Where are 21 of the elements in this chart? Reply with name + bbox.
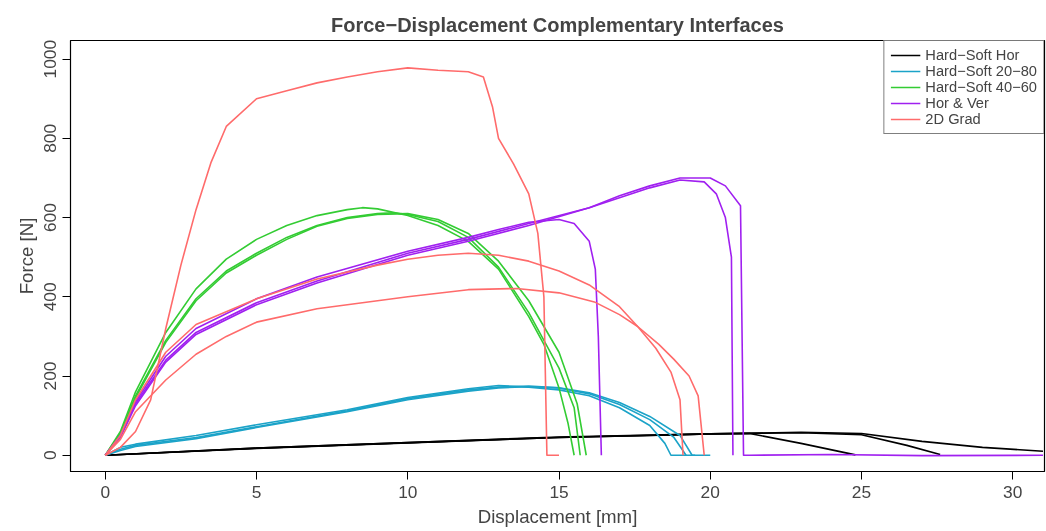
legend-label: 2D Grad bbox=[925, 111, 981, 127]
y-tick-label: 200 bbox=[40, 361, 61, 391]
y-axis-title: Force [N] bbox=[15, 217, 37, 295]
y-tick-label: 600 bbox=[40, 203, 61, 233]
x-tick-label: 0 bbox=[100, 481, 111, 502]
x-tick-label: 25 bbox=[851, 481, 872, 502]
y-tick-label: 1000 bbox=[40, 39, 61, 79]
legend-label: Hard−Soft Hor bbox=[925, 47, 1020, 63]
y-tick-label: 0 bbox=[40, 450, 61, 461]
legend-label: Hard−Soft 20−80 bbox=[925, 63, 1037, 79]
x-tick-label: 20 bbox=[700, 481, 720, 502]
x-tick-label: 10 bbox=[398, 481, 418, 502]
legend-label: Hor & Ver bbox=[925, 95, 989, 111]
x-axis-title: Displacement [mm] bbox=[477, 505, 638, 527]
y-tick-label: 400 bbox=[40, 282, 61, 312]
legend-label: Hard−Soft 40−60 bbox=[925, 79, 1037, 95]
x-tick-label: 30 bbox=[1003, 481, 1023, 502]
x-tick-label: 5 bbox=[251, 481, 262, 502]
x-tick-label: 15 bbox=[549, 481, 569, 502]
chart-title: Force−Displacement Complementary Interfaces bbox=[331, 13, 784, 36]
y-tick-label: 800 bbox=[40, 123, 61, 153]
